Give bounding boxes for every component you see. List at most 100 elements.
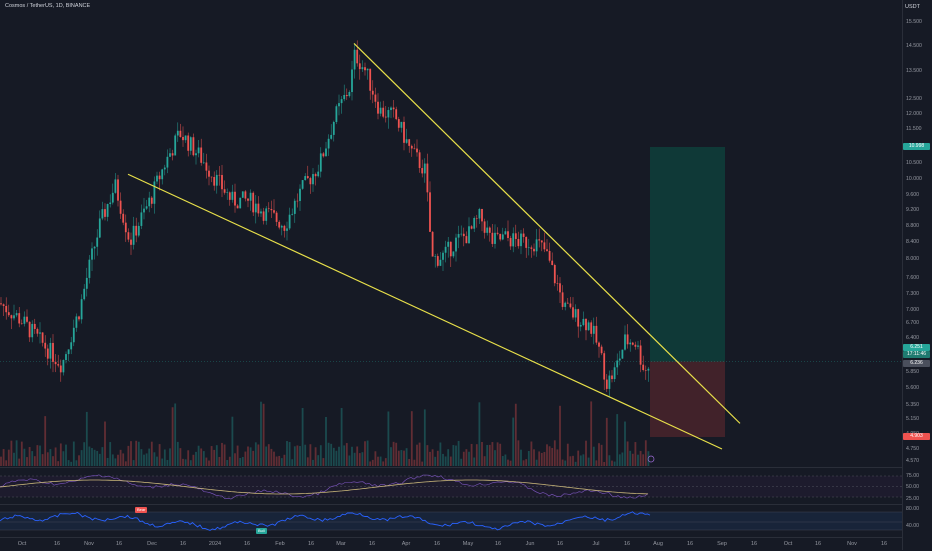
volume-bar bbox=[379, 456, 382, 466]
candle-body bbox=[436, 256, 439, 266]
price-tick-label: 8.400 bbox=[906, 239, 919, 245]
candle-body bbox=[499, 233, 502, 240]
volume-bar bbox=[98, 453, 101, 466]
candle-body bbox=[57, 364, 60, 366]
volume-bar bbox=[278, 455, 281, 466]
volume-bar bbox=[200, 448, 203, 466]
candle-body bbox=[468, 226, 470, 244]
candle-body bbox=[520, 233, 522, 247]
volume-bar bbox=[585, 440, 587, 466]
volume-bar bbox=[223, 444, 226, 466]
candle-body bbox=[187, 135, 190, 151]
candle-body bbox=[369, 68, 372, 91]
volume-bar bbox=[374, 451, 377, 466]
candle-body bbox=[395, 109, 398, 120]
candle-body bbox=[553, 264, 556, 284]
chart-canvas[interactable] bbox=[0, 0, 902, 537]
volume-bar bbox=[59, 443, 62, 466]
candle-body bbox=[416, 148, 418, 153]
candle-body bbox=[132, 225, 135, 245]
pane-separator[interactable] bbox=[0, 467, 902, 468]
candle-body bbox=[504, 231, 507, 235]
wedge-upper-trendline bbox=[353, 42, 741, 424]
volume-bar bbox=[33, 456, 36, 466]
candle-body bbox=[496, 232, 499, 234]
rsi-level-50: 50.00 bbox=[906, 484, 919, 490]
candle-body bbox=[192, 137, 195, 156]
volume-bar bbox=[397, 450, 400, 466]
candle-body bbox=[574, 309, 577, 318]
candle-body bbox=[426, 163, 429, 193]
candle-body bbox=[67, 349, 70, 355]
candle-body bbox=[244, 191, 247, 199]
candle-body bbox=[465, 236, 468, 244]
candle-body bbox=[75, 316, 78, 328]
candle-body bbox=[26, 316, 28, 322]
candle-body bbox=[345, 94, 348, 97]
candle-body bbox=[444, 246, 447, 253]
price-tick-label: 10.000 bbox=[906, 176, 922, 182]
volume-bar bbox=[179, 448, 182, 466]
candle-body bbox=[481, 208, 483, 222]
volume-bar bbox=[70, 461, 73, 466]
pane-separator[interactable] bbox=[0, 504, 902, 505]
volume-bar bbox=[616, 414, 619, 466]
price-tick-label: 9.600 bbox=[906, 192, 919, 198]
volume-bar bbox=[327, 442, 330, 466]
volume-bar bbox=[343, 445, 346, 466]
candle-body bbox=[304, 176, 307, 181]
time-tick-label: 16 bbox=[243, 541, 251, 547]
candle-body bbox=[338, 103, 340, 107]
volume-bar bbox=[377, 456, 379, 466]
candle-body bbox=[218, 174, 221, 176]
price-tick-label: 13.500 bbox=[906, 68, 922, 74]
candle-body bbox=[486, 227, 489, 233]
volume-bar bbox=[49, 449, 52, 466]
volume-bar bbox=[226, 459, 229, 466]
volume-bar bbox=[18, 458, 21, 466]
volume-bar bbox=[93, 449, 96, 466]
candle-body bbox=[156, 175, 158, 182]
volume-bar bbox=[228, 456, 231, 466]
candle-body bbox=[413, 148, 416, 150]
volume-bar bbox=[348, 455, 351, 466]
candle-body bbox=[150, 197, 153, 204]
price-axis[interactable] bbox=[902, 0, 932, 550]
volume-bar bbox=[15, 440, 18, 466]
volume-bar bbox=[488, 444, 491, 466]
volume-bar bbox=[187, 450, 190, 466]
volume-bar bbox=[31, 451, 34, 466]
volume-bar bbox=[351, 446, 353, 466]
candle-body bbox=[137, 225, 140, 236]
volume-bar bbox=[330, 443, 333, 466]
price-tick-label: 7.000 bbox=[906, 307, 919, 313]
current-price-badge: 6.251 bbox=[903, 344, 930, 351]
time-tick-label: May bbox=[462, 541, 474, 547]
volume-bar bbox=[403, 450, 405, 466]
time-tick-label: 2024 bbox=[208, 541, 222, 547]
candle-body bbox=[301, 180, 304, 189]
candle-body bbox=[387, 110, 390, 118]
volume-bar bbox=[283, 454, 286, 466]
volume-bar bbox=[241, 457, 244, 466]
volume-bar bbox=[400, 450, 403, 466]
candle-body bbox=[325, 148, 327, 157]
volume-bar bbox=[423, 409, 426, 466]
time-axis[interactable] bbox=[0, 537, 902, 551]
candle-body bbox=[10, 315, 13, 319]
candle-body bbox=[130, 239, 132, 245]
volume-bar bbox=[109, 442, 112, 466]
time-tick-label: 16 bbox=[368, 541, 376, 547]
candle-body bbox=[525, 236, 528, 248]
candle-body bbox=[421, 168, 424, 174]
candle-body bbox=[88, 259, 91, 278]
candle-body bbox=[561, 292, 564, 307]
candle-body bbox=[418, 152, 421, 169]
volume-bar bbox=[603, 461, 606, 466]
candle-body bbox=[460, 233, 463, 235]
currency-label[interactable]: USDT bbox=[905, 4, 920, 10]
price-tick-label: 5.850 bbox=[906, 369, 919, 375]
candle-body bbox=[72, 327, 75, 343]
candle-body bbox=[231, 191, 234, 200]
candle-body bbox=[410, 145, 413, 149]
